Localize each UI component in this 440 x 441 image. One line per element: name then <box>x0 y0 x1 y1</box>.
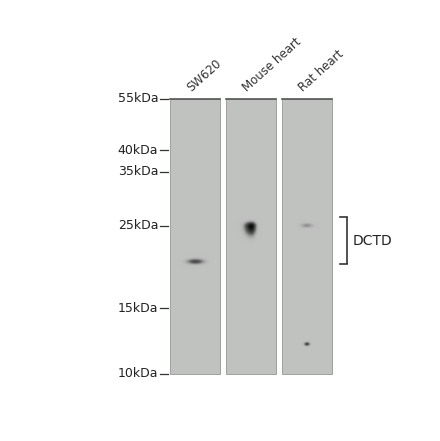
Text: 25kDa: 25kDa <box>118 220 158 232</box>
Text: 40kDa: 40kDa <box>118 144 158 157</box>
Text: Rat heart: Rat heart <box>297 48 346 95</box>
Bar <box>282 99 332 374</box>
Text: SW620: SW620 <box>185 57 224 95</box>
Text: DCTD: DCTD <box>353 234 392 247</box>
Bar <box>226 99 276 374</box>
Text: 15kDa: 15kDa <box>118 302 158 315</box>
Bar <box>170 99 220 374</box>
Text: 55kDa: 55kDa <box>117 92 158 105</box>
Text: 10kDa: 10kDa <box>118 367 158 380</box>
Text: Mouse heart: Mouse heart <box>241 36 304 95</box>
Text: 35kDa: 35kDa <box>118 165 158 178</box>
